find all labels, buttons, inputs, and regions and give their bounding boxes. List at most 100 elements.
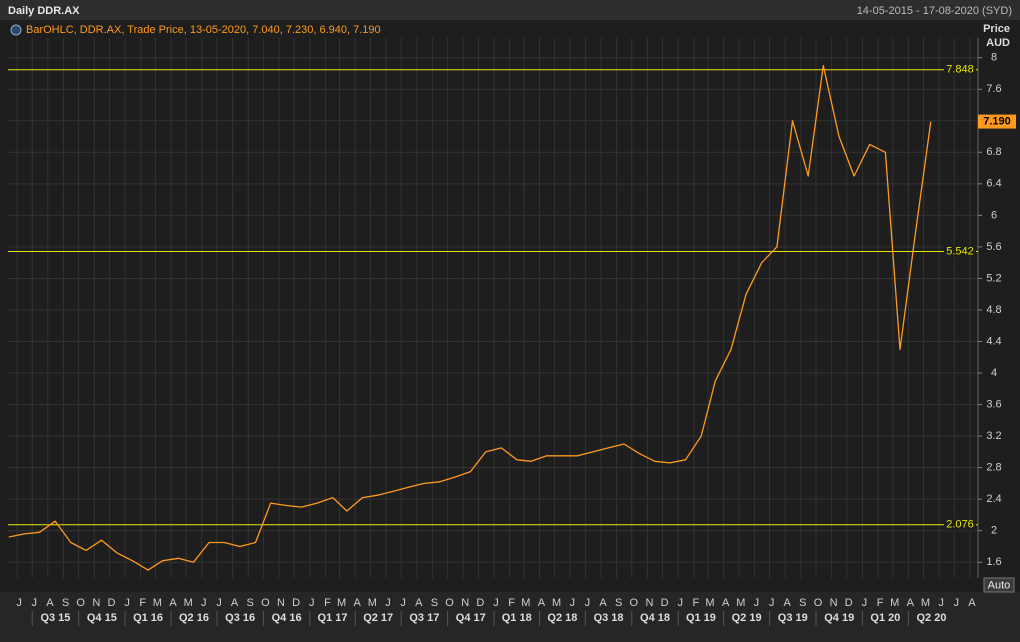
plot-area xyxy=(8,38,978,578)
y-tick-label: 5.6 xyxy=(986,241,1001,253)
price-line xyxy=(8,64,932,571)
x-tick-label: J xyxy=(31,597,37,609)
x-tick-label: J xyxy=(493,597,499,609)
auto-button[interactable] xyxy=(983,577,1015,593)
x-tick-label: J xyxy=(954,597,960,609)
x-tick-label: A xyxy=(784,597,792,609)
quarter-label: Q4 18 xyxy=(640,612,670,624)
quarter-label: Q2 18 xyxy=(547,612,577,624)
y-tick-label: 3.6 xyxy=(986,398,1001,410)
legend-icon xyxy=(10,24,22,36)
x-tick-label: A xyxy=(722,597,730,609)
quarter-label: Q3 17 xyxy=(409,612,439,624)
last-price-tag xyxy=(978,114,1016,129)
x-tick-label: A xyxy=(538,597,546,609)
x-axis-bar xyxy=(0,592,1020,642)
hline-label: 2.076 xyxy=(946,519,974,531)
header-bar xyxy=(0,0,1020,20)
quarter-label: Q3 19 xyxy=(778,612,808,624)
x-tick-label: M xyxy=(184,597,193,609)
x-tick-label: N xyxy=(830,597,838,609)
x-tick-label: O xyxy=(630,597,639,609)
quarter-label: Q2 20 xyxy=(917,612,947,624)
x-tick-label: O xyxy=(76,597,85,609)
x-tick-label: J xyxy=(754,597,760,609)
x-tick-label: S xyxy=(615,597,622,609)
x-tick-label: S xyxy=(431,597,438,609)
x-tick-label: F xyxy=(508,597,515,609)
x-tick-label: F xyxy=(877,597,884,609)
quarter-label: Q3 15 xyxy=(40,612,70,624)
hline-label-bg xyxy=(944,518,976,531)
quarter-label: Q4 19 xyxy=(824,612,854,624)
x-tick-label: N xyxy=(92,597,100,609)
x-tick-label: D xyxy=(845,597,853,609)
x-tick-label: A xyxy=(907,597,915,609)
x-tick-label: D xyxy=(292,597,300,609)
x-tick-label: M xyxy=(890,597,899,609)
x-tick-label: N xyxy=(645,597,653,609)
quarter-label: Q1 19 xyxy=(686,612,716,624)
chart-title: Daily DDR.AX xyxy=(8,5,80,17)
legend: BarOHLC, DDR.AX, Trade Price, 13-05-2020… xyxy=(26,24,381,36)
x-tick-label: M xyxy=(552,597,561,609)
x-tick-label: O xyxy=(814,597,823,609)
x-tick-label: M xyxy=(921,597,930,609)
quarter-label: Q2 19 xyxy=(732,612,762,624)
x-tick-label: M xyxy=(521,597,530,609)
quarter-label: Q4 17 xyxy=(456,612,486,624)
quarter-label: Q3 18 xyxy=(594,612,624,624)
x-tick-label: N xyxy=(461,597,469,609)
x-tick-label: S xyxy=(247,597,254,609)
x-tick-label: A xyxy=(354,597,362,609)
x-tick-label: F xyxy=(324,597,331,609)
hline-label-bg xyxy=(944,245,976,258)
quarter-label: Q1 16 xyxy=(133,612,163,624)
x-tick-label: A xyxy=(415,597,423,609)
x-tick-label: O xyxy=(261,597,270,609)
x-tick-label: M xyxy=(368,597,377,609)
x-tick-label: J xyxy=(400,597,406,609)
auto-button-label[interactable]: Auto xyxy=(988,579,1011,591)
x-tick-label: J xyxy=(862,597,868,609)
x-tick-label: J xyxy=(938,597,944,609)
y-tick-label: 8 xyxy=(991,52,997,64)
y-tick-label: 3.2 xyxy=(986,430,1001,442)
x-tick-label: D xyxy=(476,597,484,609)
y-tick-label: 5.2 xyxy=(986,272,1001,284)
y-tick-label: 6.4 xyxy=(986,178,1001,190)
hline-label: 7.848 xyxy=(946,64,974,76)
x-tick-label: M xyxy=(153,597,162,609)
x-tick-label: J xyxy=(585,597,591,609)
x-tick-label: M xyxy=(337,597,346,609)
x-tick-label: O xyxy=(445,597,454,609)
quarter-label: Q1 18 xyxy=(502,612,532,624)
y-axis-title: AUD xyxy=(986,37,1010,49)
quarter-label: Q3 16 xyxy=(225,612,255,624)
x-tick-label: J xyxy=(769,597,775,609)
quarter-label: Q1 20 xyxy=(870,612,900,624)
x-tick-label: A xyxy=(46,597,54,609)
x-tick-label: J xyxy=(569,597,575,609)
x-tick-label: M xyxy=(705,597,714,609)
x-tick-label: J xyxy=(309,597,315,609)
x-tick-label: D xyxy=(107,597,115,609)
quarter-label: Q1 17 xyxy=(318,612,348,624)
y-tick-label: 6 xyxy=(991,209,997,221)
y-axis-title: Price xyxy=(983,23,1010,35)
x-tick-label: J xyxy=(216,597,222,609)
x-tick-label: S xyxy=(62,597,69,609)
x-tick-label: M xyxy=(736,597,745,609)
y-tick-label: 4.4 xyxy=(986,335,1001,347)
quarter-label: Q2 16 xyxy=(179,612,209,624)
x-tick-label: S xyxy=(799,597,806,609)
last-price-label: 7.190 xyxy=(983,115,1011,127)
x-tick-label: J xyxy=(201,597,207,609)
y-tick-label: 2.8 xyxy=(986,462,1001,474)
x-tick-label: F xyxy=(692,597,699,609)
date-range: 14-05-2015 - 17-08-2020 (SYD) xyxy=(857,5,1012,17)
x-tick-label: N xyxy=(277,597,285,609)
x-tick-label: F xyxy=(139,597,146,609)
